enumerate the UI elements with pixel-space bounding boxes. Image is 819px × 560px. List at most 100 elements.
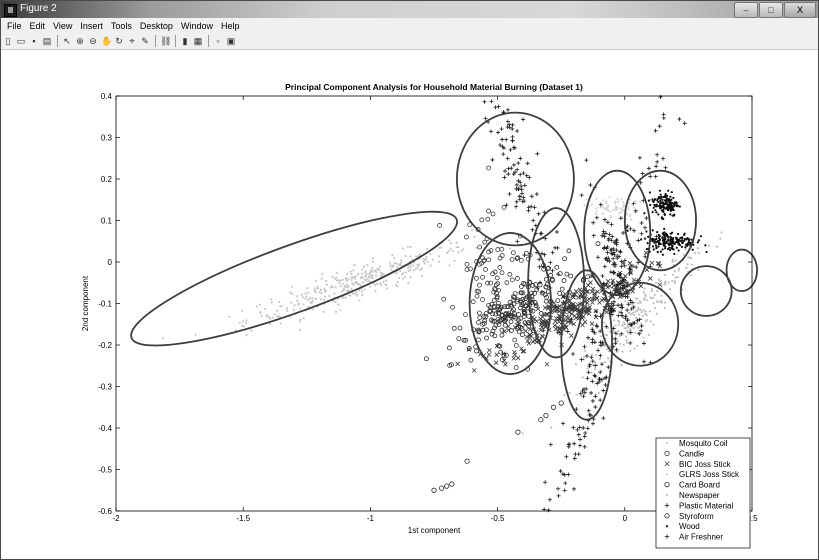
menu-view[interactable]: View: [53, 21, 73, 31]
menu-tools[interactable]: Tools: [110, 21, 132, 31]
data-cursor-icon[interactable]: ⌖: [129, 35, 135, 46]
point: [592, 373, 597, 378]
colorbar-icon[interactable]: ▮: [182, 35, 188, 46]
point: [656, 261, 662, 266]
maximize-button[interactable]: □: [759, 2, 783, 18]
menu-help[interactable]: Help: [220, 21, 240, 31]
point: [575, 427, 580, 432]
point: [572, 292, 578, 297]
point: [673, 252, 676, 256]
point: [415, 255, 418, 258]
point: [680, 236, 684, 239]
point: [597, 377, 602, 382]
point: [314, 297, 317, 300]
point: [594, 323, 599, 328]
legend-icon[interactable]: ▦: [193, 35, 203, 46]
print-icon[interactable]: ▤: [42, 35, 52, 46]
point: [657, 233, 660, 237]
link-icon[interactable]: ⛓: [160, 35, 172, 46]
x-axis-label: 1st component: [408, 526, 461, 535]
point: [632, 321, 637, 326]
save-icon[interactable]: ▪: [32, 35, 36, 46]
point: [357, 289, 361, 292]
pointer-icon[interactable]: ↖: [63, 35, 71, 46]
point: [661, 217, 664, 220]
point: [564, 305, 570, 311]
point: [637, 306, 640, 310]
point: [618, 334, 622, 337]
point: [353, 292, 357, 296]
point: [557, 271, 563, 277]
point: [581, 394, 586, 399]
point: [621, 350, 624, 353]
point: [365, 279, 368, 282]
point: [412, 269, 415, 272]
point: [556, 486, 561, 491]
point: [461, 337, 467, 343]
menu-edit[interactable]: Edit: [29, 21, 46, 31]
legend-entry-label: Candle: [679, 449, 705, 458]
point: [499, 327, 505, 333]
menu-insert[interactable]: Insert: [80, 21, 103, 31]
point: [572, 441, 577, 446]
title-bar[interactable]: Figure 2 – □ X: [1, 1, 818, 18]
point: [592, 340, 597, 345]
point: [512, 337, 518, 343]
point: [655, 159, 660, 164]
point: [334, 310, 338, 313]
point: [677, 269, 680, 272]
point: [316, 287, 319, 290]
new-icon[interactable]: ▯: [5, 35, 11, 46]
point: [260, 314, 263, 318]
point: [480, 274, 485, 280]
brush-icon[interactable]: ✎: [141, 35, 149, 46]
point: [644, 293, 647, 296]
point: [691, 248, 694, 251]
point: [627, 322, 630, 325]
open-icon[interactable]: ▭: [16, 35, 26, 46]
point: [407, 264, 410, 267]
point: [404, 254, 407, 258]
close-button[interactable]: X: [784, 2, 816, 18]
point: [632, 326, 635, 330]
point: [506, 311, 512, 317]
point: [654, 282, 658, 285]
point: [616, 200, 620, 203]
point: [194, 333, 197, 336]
point: [559, 286, 565, 292]
point: [617, 281, 623, 287]
point: [276, 315, 279, 318]
point: [608, 195, 611, 199]
menu-desktop[interactable]: Desktop: [139, 21, 173, 31]
point: [494, 275, 500, 281]
series-mosquito-coil: [161, 229, 515, 340]
rotate-icon[interactable]: ↻: [115, 35, 123, 46]
point: [364, 270, 368, 273]
menu-file[interactable]: File: [7, 21, 22, 31]
menu-window[interactable]: Window: [180, 21, 213, 31]
show-plot-tools-icon[interactable]: ▣: [226, 35, 236, 46]
point: [473, 275, 479, 281]
point: [554, 308, 560, 313]
minimize-button[interactable]: –: [734, 2, 758, 18]
point: [446, 251, 449, 254]
point: [633, 206, 636, 209]
point: [338, 281, 341, 285]
point: [594, 361, 597, 364]
point: [499, 253, 505, 258]
point: [626, 229, 629, 232]
point: [582, 319, 588, 325]
pan-icon[interactable]: ✋: [101, 35, 113, 46]
zoom-in-icon[interactable]: ⊕: [76, 35, 84, 46]
point: [566, 444, 571, 449]
point: [360, 290, 364, 293]
point: [572, 307, 578, 313]
hide-plot-tools-icon[interactable]: ▫: [216, 35, 220, 46]
point: [470, 229, 474, 232]
point: [609, 251, 614, 256]
point: [522, 281, 528, 287]
point: [576, 432, 581, 437]
zoom-out-icon[interactable]: ⊖: [89, 35, 97, 46]
point: [297, 301, 300, 305]
